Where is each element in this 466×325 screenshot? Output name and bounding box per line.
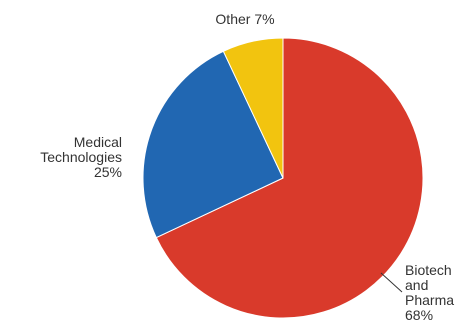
slice-label-line: Technologies bbox=[40, 149, 122, 165]
label-leader-line bbox=[380, 272, 403, 293]
pie-slice-medical-technologies bbox=[142, 50, 284, 239]
slice-label: Other 7% bbox=[215, 11, 274, 27]
slice-label-line: 25% bbox=[94, 164, 122, 180]
slice-label-line: Medical bbox=[74, 134, 122, 150]
pie-slice-other bbox=[222, 37, 284, 179]
pie-labels: Biotech and Pharma 68% Medical Technologies 25… bbox=[40, 11, 454, 323]
pie-slices bbox=[142, 37, 424, 319]
slice-label-line: Pharma bbox=[405, 292, 454, 308]
slice-label-line: Biotech bbox=[405, 262, 452, 278]
slice-label-line: Other 7% bbox=[215, 11, 274, 27]
pie-slice-biotech-and-pharma bbox=[155, 37, 424, 319]
slice-label: Biotech and Pharma 68% bbox=[405, 262, 454, 323]
slice-label: Medical Technologies 25% bbox=[40, 134, 122, 180]
slice-label-line: 68% bbox=[405, 307, 433, 323]
slice-label-line: and bbox=[405, 277, 428, 293]
